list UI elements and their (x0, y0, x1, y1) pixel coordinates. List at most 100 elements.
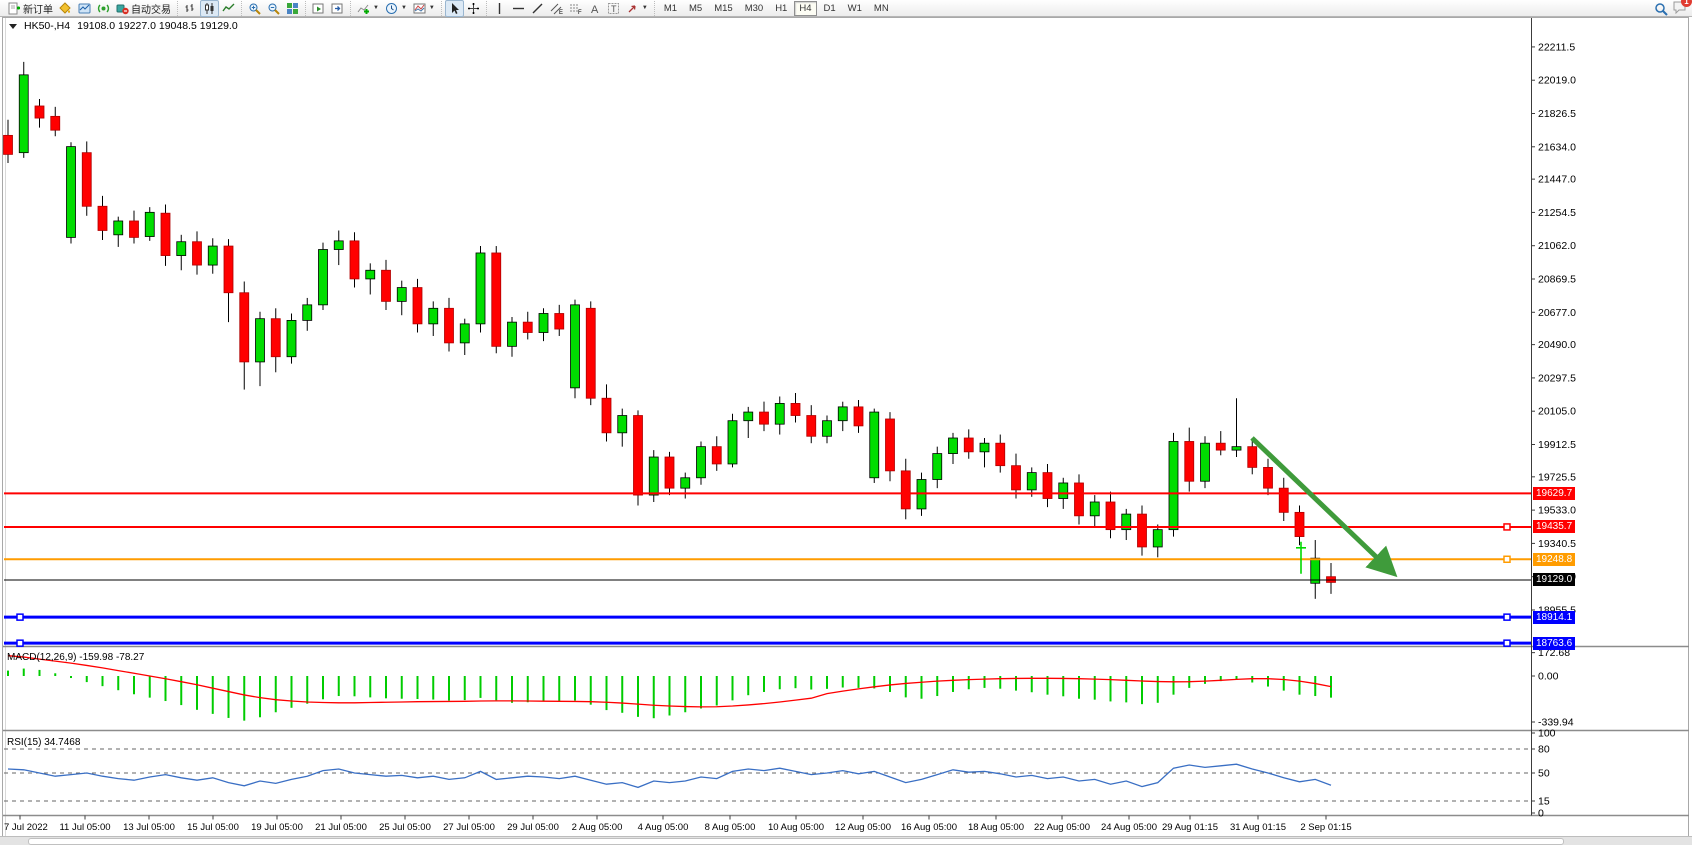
timeframe-group: M1 M5 M15 M30 H1 H4 D1 W1 MN (653, 0, 898, 16)
bar-chart-button[interactable] (181, 0, 200, 17)
templates-button[interactable]: ▼ (410, 0, 438, 17)
candle-body (759, 411, 769, 425)
horizontal-line-19435.7[interactable] (4, 523, 1531, 531)
timeframe-button-MN[interactable]: MN (873, 2, 889, 14)
profiles-button[interactable] (75, 0, 94, 17)
candlestick-chart-icon (203, 2, 216, 15)
periods-button[interactable]: ▼ (382, 0, 410, 17)
line-handle (1503, 555, 1511, 564)
cross-marker[interactable] (1296, 541, 1306, 574)
svg-text:19340.5: 19340.5 (1538, 538, 1576, 550)
timeframe-button-D1[interactable]: D1 (823, 2, 836, 14)
indicators-caret: ▼ (373, 5, 379, 11)
profiles-icon (78, 2, 91, 15)
candle-body (1089, 501, 1100, 517)
equidistant-channel-button[interactable]: E (547, 0, 566, 17)
svg-text:19725.5: 19725.5 (1538, 471, 1576, 483)
trend-arrow[interactable] (1250, 436, 1398, 578)
candle-body (160, 212, 171, 256)
scrollbar-track[interactable] (28, 838, 1564, 845)
line-handle (1503, 523, 1511, 531)
search-icon[interactable] (1654, 2, 1668, 16)
arrows-tool-button[interactable]: ▼ (623, 0, 651, 17)
signals-icon (97, 2, 110, 15)
cursor-icon (448, 2, 461, 15)
timeframe-button-M30[interactable]: M30 (744, 2, 764, 14)
horizontal-line-19248.8[interactable] (4, 555, 1531, 564)
candle-body (192, 241, 202, 266)
candle-body (302, 304, 313, 321)
chart-menu-icon[interactable] (9, 20, 17, 32)
time-axis-label: 25 Jul 05:00 (379, 822, 431, 833)
equidistant-channel-icon: E (550, 2, 563, 16)
step-forward-icon (331, 2, 344, 15)
candle-body (601, 397, 612, 434)
strategy-tester-button[interactable] (309, 0, 328, 17)
rsi-line (7, 763, 1332, 789)
fibonacci-button[interactable]: F (566, 0, 585, 17)
new-order-button[interactable]: 新订单 (5, 0, 56, 17)
candle-body (3, 134, 13, 155)
crosshair-button[interactable] (464, 0, 483, 17)
zoom-out-button[interactable] (264, 0, 283, 17)
text-icon: A (588, 2, 601, 16)
candle-body (1263, 467, 1273, 489)
candle-body (822, 420, 832, 437)
horizontal-line-button[interactable] (509, 0, 528, 17)
candle-body (270, 318, 281, 358)
svg-text:0: 0 (1538, 808, 1544, 820)
zoom-in-button[interactable] (245, 0, 264, 17)
chart-symbol-period: HK50-,H4 (24, 20, 71, 32)
candle-body (1231, 446, 1242, 451)
vertical-line-button[interactable] (490, 0, 509, 17)
tile-windows-button[interactable] (283, 0, 302, 17)
timeframe-button-M1[interactable]: M1 (663, 2, 678, 14)
bottom-scrollbar[interactable] (0, 836, 1692, 845)
svg-text:-339.94: -339.94 (1538, 716, 1574, 728)
auto-trading-button[interactable]: 自动交易 (113, 0, 174, 17)
timeframe-button-W1[interactable]: W1 (847, 2, 862, 14)
svg-text:20105.0: 20105.0 (1538, 406, 1576, 418)
trendline-button[interactable] (528, 0, 547, 17)
step-forward-button[interactable] (328, 0, 347, 17)
svg-text:T: T (611, 4, 617, 14)
text-button[interactable]: A (585, 0, 604, 17)
horizontal-line-18914.1[interactable] (4, 613, 1531, 621)
candle-body (1278, 487, 1289, 513)
candle-body (885, 418, 895, 472)
time-axis-label: 31 Aug 01:15 (1230, 822, 1286, 833)
time-axis-label: 29 Aug 01:15 (1162, 822, 1218, 833)
timeframe-button-M5[interactable]: M5 (689, 2, 703, 14)
candle-body (1058, 482, 1069, 499)
candle-body (381, 269, 391, 302)
time-axis-label: 18 Aug 05:00 (968, 822, 1024, 833)
candle-body (255, 318, 265, 363)
candle-body (1105, 501, 1116, 531)
main-toolbar: 新订单 自动交易 (0, 0, 1692, 17)
text-label-button[interactable]: T (604, 0, 623, 17)
timeframe-button-M15[interactable]: M15 (714, 2, 733, 14)
svg-text:15: 15 (1538, 796, 1550, 808)
templates-caret: ▼ (428, 5, 435, 11)
styles-button[interactable] (56, 0, 75, 17)
svg-text:20869.5: 20869.5 (1538, 273, 1576, 285)
horizontal-line-18763.6[interactable] (4, 639, 1531, 647)
svg-text:19912.5: 19912.5 (1538, 439, 1576, 451)
line-chart-button[interactable] (219, 0, 238, 17)
candle-body (979, 442, 990, 453)
cursor-button[interactable] (444, 0, 464, 17)
candle-body (932, 453, 943, 480)
timeframe-button-H4[interactable]: H4 (794, 0, 817, 16)
indicators-button[interactable]: ▼ (354, 0, 382, 17)
candlesticks (3, 61, 1336, 599)
candle-body (727, 420, 738, 465)
notifications-button[interactable]: 1 (1673, 0, 1692, 17)
candle-body (365, 269, 376, 280)
signals-button[interactable] (94, 0, 113, 17)
auto-trading-label: 自动交易 (131, 4, 171, 16)
timeframe-button-H1[interactable]: H1 (775, 2, 788, 14)
line-chart-icon (222, 2, 235, 15)
candlestick-chart-button[interactable] (200, 0, 219, 17)
candle-body (97, 205, 108, 231)
